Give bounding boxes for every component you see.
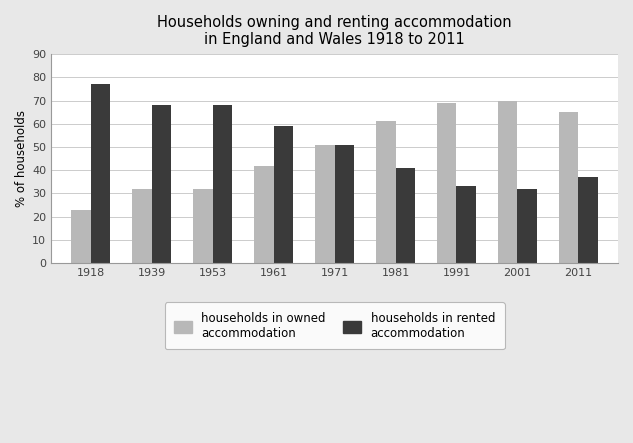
Bar: [132, 189, 152, 263]
Bar: [456, 187, 476, 263]
Bar: [376, 121, 396, 263]
Y-axis label: % of households: % of households: [15, 110, 28, 207]
Bar: [91, 84, 110, 263]
Bar: [579, 177, 598, 263]
Bar: [72, 210, 91, 263]
Bar: [254, 166, 273, 263]
Legend: households in owned
accommodation, households in rented
accommodation: households in owned accommodation, house…: [165, 303, 505, 349]
Bar: [517, 189, 537, 263]
Bar: [213, 105, 232, 263]
Bar: [193, 189, 213, 263]
Title: Households owning and renting accommodation
in England and Wales 1918 to 2011: Households owning and renting accommodat…: [157, 15, 512, 47]
Bar: [437, 103, 456, 263]
Bar: [498, 101, 517, 263]
Bar: [559, 112, 579, 263]
Bar: [152, 105, 172, 263]
Bar: [315, 145, 335, 263]
Bar: [273, 126, 293, 263]
Bar: [396, 168, 415, 263]
Bar: [335, 145, 354, 263]
